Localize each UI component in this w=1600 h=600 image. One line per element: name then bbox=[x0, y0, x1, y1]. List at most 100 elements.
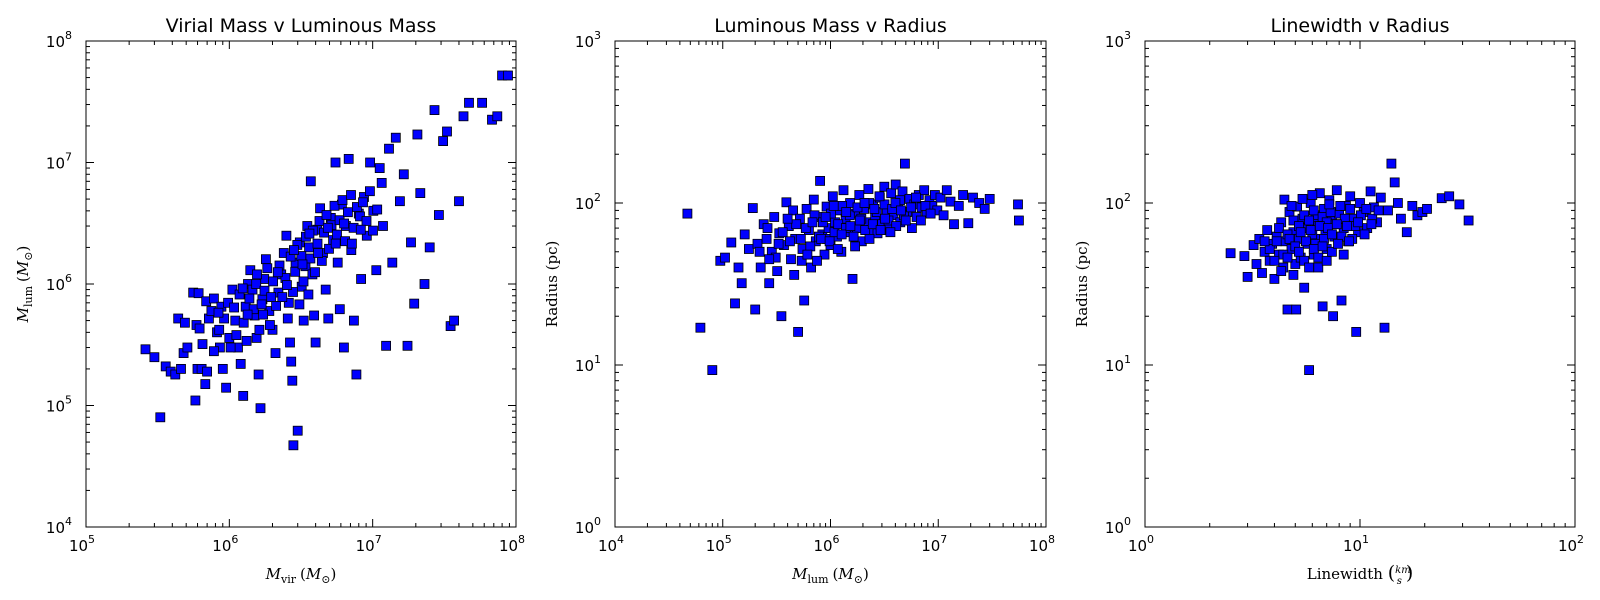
data-point bbox=[1338, 249, 1349, 260]
y-tick-label: 100 bbox=[575, 515, 601, 537]
data-point bbox=[963, 218, 974, 229]
x-tick-label: 107 bbox=[921, 533, 947, 555]
data-point bbox=[213, 307, 224, 318]
data-point bbox=[900, 215, 911, 226]
x-tick-label: 102 bbox=[1558, 533, 1584, 555]
data-point bbox=[190, 395, 201, 406]
data-point bbox=[286, 356, 297, 367]
chart-title: Linewidth v Radius bbox=[1271, 15, 1450, 37]
data-point bbox=[288, 440, 299, 451]
data-point bbox=[828, 200, 839, 211]
chart-title: Luminous Mass v Radius bbox=[714, 15, 947, 37]
data-point bbox=[310, 267, 320, 278]
data-point bbox=[1375, 192, 1386, 203]
data-point bbox=[802, 249, 813, 260]
data-point bbox=[253, 369, 264, 380]
data-point bbox=[464, 97, 474, 108]
data-point bbox=[1331, 185, 1342, 196]
data-point bbox=[412, 129, 423, 140]
data-point bbox=[1288, 215, 1299, 226]
data-point bbox=[415, 188, 426, 199]
data-point bbox=[290, 266, 301, 277]
data-point bbox=[374, 163, 385, 174]
x-tick-label-exponent: 2 bbox=[1577, 533, 1584, 546]
data-point bbox=[1328, 311, 1338, 322]
data-point bbox=[202, 366, 213, 377]
data-point bbox=[219, 313, 230, 324]
data-point bbox=[217, 363, 228, 374]
x-tick-label-base: 10 bbox=[598, 537, 617, 555]
data-point bbox=[1345, 191, 1356, 202]
data-point bbox=[769, 212, 780, 222]
data-point bbox=[1242, 271, 1253, 282]
y-tick-label: 103 bbox=[1105, 29, 1131, 51]
data-point bbox=[1361, 203, 1372, 214]
data-point bbox=[160, 361, 171, 372]
data-point bbox=[149, 352, 160, 363]
data-point bbox=[343, 153, 354, 164]
data-point bbox=[875, 225, 886, 236]
data-point bbox=[348, 315, 359, 326]
data-point bbox=[304, 228, 315, 239]
data-point bbox=[806, 262, 816, 273]
x-tick-label-exponent: 4 bbox=[617, 533, 624, 546]
data-point bbox=[200, 379, 211, 390]
data-point bbox=[429, 105, 440, 115]
data-point bbox=[772, 266, 783, 277]
y-tick-label-exponent: 5 bbox=[65, 394, 72, 407]
data-point bbox=[315, 203, 326, 214]
data-point bbox=[764, 254, 775, 265]
data-point bbox=[394, 196, 405, 207]
data-point bbox=[720, 252, 730, 263]
data-point bbox=[346, 238, 357, 249]
data-point bbox=[1389, 177, 1400, 188]
y-tick-label-base: 10 bbox=[575, 357, 594, 375]
data-point bbox=[321, 210, 332, 220]
data-point bbox=[850, 241, 860, 252]
y-tick-label-base: 10 bbox=[575, 33, 594, 51]
data-point bbox=[890, 198, 901, 208]
data-point bbox=[1454, 199, 1465, 210]
x-tick-label-exponent: 8 bbox=[1048, 533, 1055, 546]
data-point bbox=[820, 212, 831, 222]
y-axis-label: Radius (pc) bbox=[1073, 241, 1091, 328]
data-point bbox=[288, 245, 299, 256]
data-point bbox=[313, 248, 324, 258]
data-point bbox=[1301, 236, 1311, 247]
data-point bbox=[953, 200, 964, 211]
x-axis-label: Mvir (M⊙) bbox=[265, 565, 337, 586]
y-tick-label-exponent: 6 bbox=[65, 272, 72, 285]
data-point bbox=[1308, 205, 1319, 216]
data-point bbox=[841, 207, 852, 217]
x-tick-label: 105 bbox=[69, 533, 95, 555]
data-point bbox=[320, 284, 331, 295]
data-point bbox=[1264, 244, 1275, 254]
data-point bbox=[235, 358, 246, 369]
data-point bbox=[332, 257, 343, 268]
data-point bbox=[739, 229, 750, 240]
data-point bbox=[1342, 221, 1352, 232]
chart-title: Virial Mass v Luminous Mass bbox=[166, 15, 437, 37]
data-point bbox=[179, 317, 190, 328]
data-point bbox=[155, 412, 166, 423]
data-point bbox=[793, 326, 803, 337]
y-tick-label: 103 bbox=[575, 29, 601, 51]
data-point bbox=[356, 274, 367, 284]
data-point bbox=[442, 126, 452, 137]
data-point bbox=[782, 213, 793, 224]
data-point bbox=[378, 221, 388, 231]
data-point bbox=[1284, 233, 1295, 244]
x-tick-label-base: 10 bbox=[1343, 537, 1362, 555]
data-point bbox=[1279, 194, 1290, 205]
data-point bbox=[492, 111, 503, 122]
data-point bbox=[406, 237, 416, 248]
data-point bbox=[819, 249, 830, 260]
data-point bbox=[238, 390, 249, 401]
data-point bbox=[449, 315, 460, 326]
y-tick-label: 102 bbox=[575, 191, 601, 213]
y-tick-label-base: 10 bbox=[46, 519, 65, 537]
data-point bbox=[1365, 186, 1376, 197]
data-point bbox=[1013, 199, 1023, 210]
data-point bbox=[816, 233, 827, 244]
data-point bbox=[885, 227, 896, 238]
